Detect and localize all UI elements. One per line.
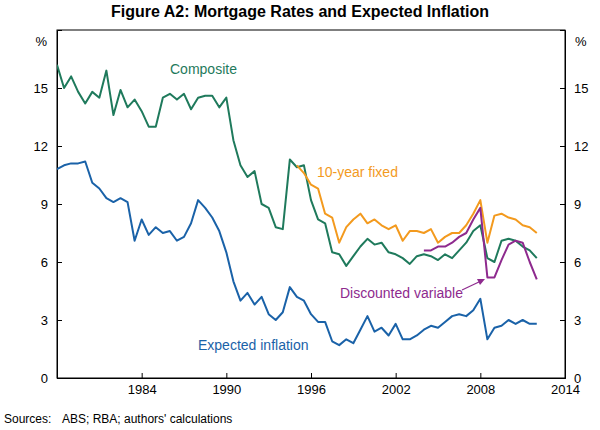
tick: 3 (560, 313, 581, 328)
tick-mark (226, 373, 227, 378)
tick-label: 1990 (212, 382, 241, 397)
tick-mark (142, 373, 143, 378)
tick-mark (560, 204, 565, 205)
tick: 1996 (297, 373, 326, 397)
series-line (57, 161, 537, 345)
y-axis-unit: % (575, 34, 587, 49)
tick-label: 2008 (466, 382, 495, 397)
tick-mark (57, 146, 62, 147)
tick-mark (560, 146, 565, 147)
tick-label: 0 (41, 371, 48, 386)
tick: 2002 (382, 373, 411, 397)
label-pointer (462, 281, 481, 290)
tick-mark (560, 262, 565, 263)
title: Figure A2: Mortgage Rates and Expected I… (111, 3, 489, 20)
series-label: 10-year fixed (317, 164, 398, 180)
y-axis-left: 0 3 6 9 12 15 (34, 31, 62, 386)
tick-mark (311, 373, 312, 378)
tick: 1990 (212, 373, 241, 397)
tick-label: 3 (41, 313, 48, 328)
series-line (57, 65, 537, 266)
tick-label: 2002 (382, 382, 411, 397)
tick: 3 (41, 313, 62, 328)
tick-label: 12 (34, 139, 48, 154)
series-label: Discounted variable (340, 285, 463, 301)
tick: 12 (34, 139, 62, 154)
plot-area (57, 65, 537, 345)
tick-label: 12 (574, 139, 588, 154)
tick: 2008 (466, 373, 495, 397)
tick-label: 1996 (297, 382, 326, 397)
tick-mark (560, 88, 565, 89)
y-axis-unit: % (35, 34, 47, 49)
y-axis-left-line (58, 31, 63, 379)
series-label: Composite (170, 61, 237, 77)
source-label: Sources: (4, 412, 51, 426)
tick-label: 3 (574, 313, 581, 328)
series-label: Expected inflation (198, 337, 309, 353)
tick: 1984 (128, 373, 157, 397)
tick-label: 6 (574, 255, 581, 270)
label-pointer-head (477, 279, 485, 285)
series-line (424, 208, 537, 280)
tick-label: 1984 (128, 382, 157, 397)
tick: 12 (560, 139, 588, 154)
tick: 9 (41, 197, 62, 212)
tick-label: 15 (574, 81, 588, 96)
tick: 9 (560, 197, 581, 212)
tick: 6 (560, 255, 581, 270)
plot-frame (57, 30, 565, 378)
tick: 6 (41, 255, 62, 270)
tick: 15 (34, 81, 62, 96)
tick-mark (396, 373, 397, 378)
tick-mark (57, 262, 62, 263)
tick-label: 6 (41, 255, 48, 270)
tick-mark (57, 320, 62, 321)
tick-label: 9 (41, 197, 48, 212)
tick: 15 (560, 81, 588, 96)
tick-mark (57, 204, 62, 205)
tick-label: 9 (574, 197, 581, 212)
y-axis-right: 0 3 6 9 12 15 (560, 31, 588, 386)
tick-label: 0 (574, 371, 581, 386)
chart: Figure A2: Mortgage Rates and Expected I… (0, 0, 600, 430)
tick-mark (57, 88, 62, 89)
tick-mark (480, 373, 481, 378)
x-axis: 198419901996200220082014 (58, 373, 580, 397)
tick-label: 15 (34, 81, 48, 96)
tick-mark (560, 320, 565, 321)
source: ABS; RBA; authors' calculations (62, 412, 232, 426)
